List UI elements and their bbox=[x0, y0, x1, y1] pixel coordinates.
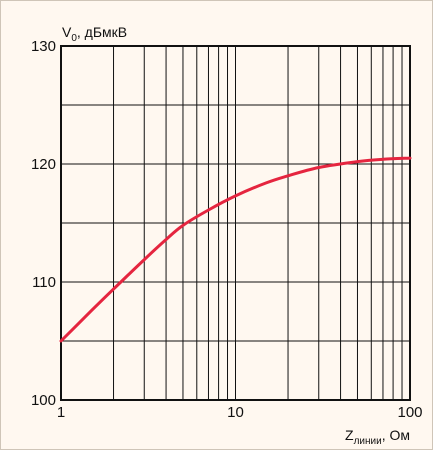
y-tick-label: 120 bbox=[31, 156, 56, 173]
plot-border bbox=[60, 45, 411, 401]
y-axis-label: V0, дБмкВ bbox=[62, 24, 127, 44]
y-tick-label: 100 bbox=[31, 392, 56, 409]
x-tick-label: 10 bbox=[227, 404, 244, 421]
y-tick-label: 110 bbox=[32, 274, 56, 291]
y-tick-label: 130 bbox=[31, 38, 56, 55]
x-tick-labels: 1 10 100 bbox=[57, 404, 423, 421]
series-line bbox=[59, 156, 412, 343]
x-axis-label: Zлинии, Ом bbox=[345, 427, 410, 447]
y-tick-labels: 100 110 120 130 bbox=[31, 38, 56, 409]
grid bbox=[61, 46, 410, 400]
x-tick-label: 1 bbox=[57, 404, 65, 421]
x-tick-label: 100 bbox=[397, 404, 422, 421]
